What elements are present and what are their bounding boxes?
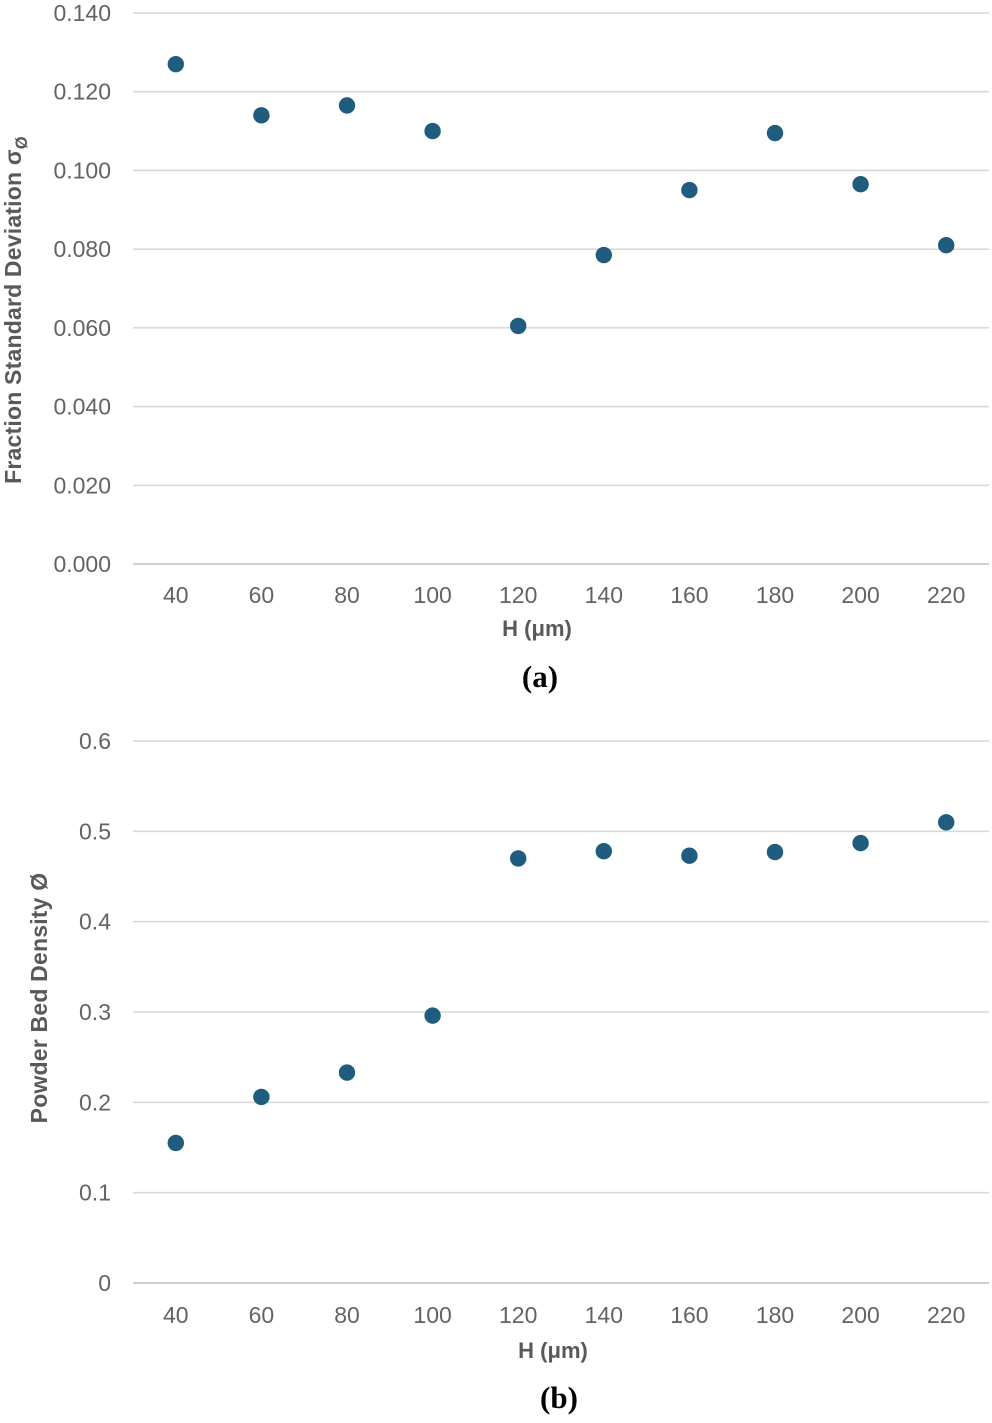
x-tick-label: 60 xyxy=(249,582,275,608)
x-tick-label: 100 xyxy=(413,1302,451,1328)
data-point xyxy=(938,814,955,831)
y-tick-label: 0.1 xyxy=(79,1180,111,1206)
y-tick-label: 0.140 xyxy=(53,0,111,26)
data-point xyxy=(167,1134,184,1152)
x-tick-label: 160 xyxy=(670,582,708,608)
data-point xyxy=(510,317,527,335)
x-tick-label: 200 xyxy=(841,582,879,608)
data-point xyxy=(253,107,270,124)
data-point xyxy=(167,55,184,73)
data-point xyxy=(338,97,356,114)
y-axis-title-panel-a: Fraction Standard Deviation σØ xyxy=(0,136,32,484)
y-tick-label: 0.060 xyxy=(53,315,111,341)
panel-b: 0 0.1 0.2 0.3 0.4 0.5 0.6 40 60 80 100 120 140 160 180… xyxy=(79,728,989,1328)
y-axis-title-a-text: Fraction Standard Deviation σ xyxy=(0,149,27,484)
data-point xyxy=(253,1088,270,1106)
data-point xyxy=(595,246,612,264)
y-tick-label: 0.000 xyxy=(53,551,111,577)
x-tick-label: 140 xyxy=(585,1302,623,1328)
data-point xyxy=(852,176,869,193)
x-tick-label: 100 xyxy=(413,582,451,608)
x-tick-label: 40 xyxy=(163,582,189,608)
x-tick-label: 220 xyxy=(927,1302,965,1328)
panel-caption-b: (b) xyxy=(540,1380,578,1415)
y-tick-label: 0.100 xyxy=(53,157,111,183)
y-axis-title-b-text: Powder Bed Density Ø xyxy=(26,872,53,1124)
x-tick-label: 120 xyxy=(499,582,537,608)
x-axis-title-panel-b: H (μm) xyxy=(518,1338,588,1363)
data-point xyxy=(681,847,698,864)
data-point xyxy=(510,850,527,867)
y-tick-label: 0.120 xyxy=(53,79,111,105)
y-tick-label: 0.040 xyxy=(53,394,111,420)
data-point xyxy=(766,843,784,861)
data-point xyxy=(424,122,441,140)
x-axis-title-panel-a: H (μm) xyxy=(502,616,572,641)
y-axis-title-a-subscript: Ø xyxy=(11,136,31,150)
y-tick-label: 0.3 xyxy=(79,999,111,1025)
y-axis-title-panel-b: Powder Bed Density Ø xyxy=(26,873,58,1124)
data-point xyxy=(338,1064,356,1081)
data-point xyxy=(766,124,784,142)
data-point xyxy=(852,834,869,852)
x-tick-label: 80 xyxy=(334,582,360,608)
y-tick-label: 0.080 xyxy=(53,236,111,262)
y-tick-label: 0.6 xyxy=(79,728,111,754)
x-tick-label: 40 xyxy=(163,1302,189,1328)
panel-caption-a: (a) xyxy=(521,659,559,694)
x-tick-label: 120 xyxy=(499,1302,537,1328)
data-point xyxy=(424,1007,441,1024)
x-tick-label: 180 xyxy=(756,582,794,608)
x-tick-label: 160 xyxy=(670,1302,708,1328)
y-tick-label: 0.2 xyxy=(79,1089,111,1115)
x-tick-label: 80 xyxy=(334,1302,360,1328)
x-tick-label: 60 xyxy=(249,1302,275,1328)
x-tick-label: 200 xyxy=(841,1302,879,1328)
x-tick-label: 180 xyxy=(756,1302,794,1328)
data-point xyxy=(938,237,955,254)
data-point xyxy=(681,181,698,199)
x-tick-label: 140 xyxy=(585,582,623,608)
data-point xyxy=(595,843,612,860)
y-tick-label: 0.020 xyxy=(53,472,111,498)
x-tick-label: 220 xyxy=(927,582,965,608)
panel-a: 0.000 0.020 0.040 0.060 0.080 0.100 0.120 0.140… xyxy=(53,0,989,608)
y-tick-label: 0.5 xyxy=(79,818,111,844)
y-tick-label: 0 xyxy=(98,1270,111,1296)
y-tick-label: 0.4 xyxy=(79,909,111,935)
